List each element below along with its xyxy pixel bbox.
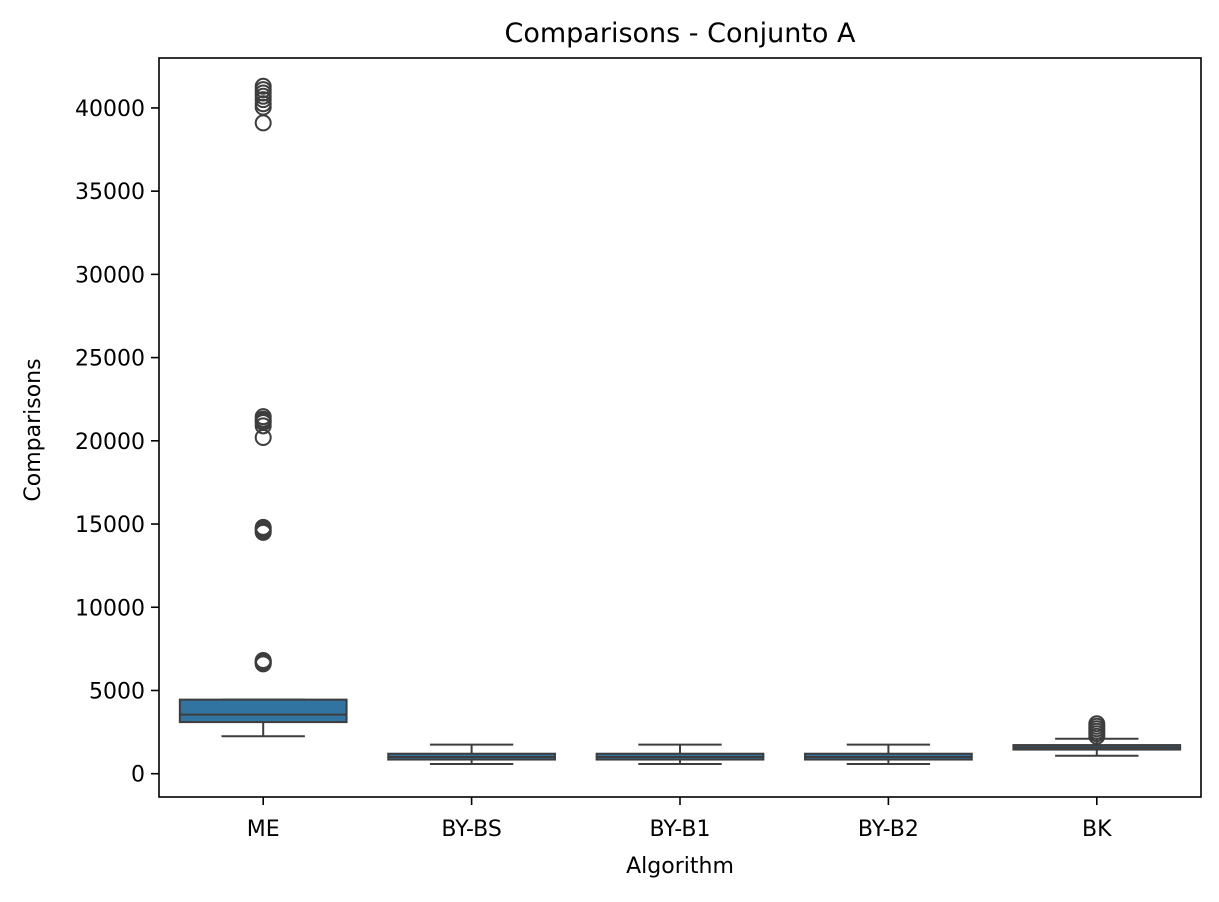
y-axis: 0 5000 10000 15000 20000 25000 30000 35000 40000 bbox=[75, 97, 159, 788]
outlier-point bbox=[254, 652, 272, 670]
box-group-me bbox=[178, 77, 348, 738]
x-tick-label: BY-B1 bbox=[650, 817, 711, 842]
outlier-point bbox=[254, 518, 272, 536]
y-tick-label: 30000 bbox=[75, 263, 145, 288]
y-axis-label: Comparisons bbox=[21, 358, 46, 501]
box bbox=[178, 698, 348, 724]
x-tick-label: BK bbox=[1082, 817, 1112, 842]
outlier-point bbox=[1088, 715, 1106, 733]
box-group-bk bbox=[1012, 715, 1182, 757]
y-tick-label: 5000 bbox=[89, 679, 145, 704]
y-tick-label: 20000 bbox=[75, 430, 145, 455]
y-tick-label: 10000 bbox=[75, 596, 145, 621]
x-axis: ME BY-BS BY-B1 BY-B2 BK bbox=[247, 797, 1112, 842]
x-tick-label: ME bbox=[247, 817, 280, 842]
x-tick-label: BY-BS bbox=[441, 817, 502, 842]
box-group-by-b1 bbox=[595, 743, 765, 766]
box-group-by-b2 bbox=[804, 743, 973, 766]
box-group-by-bs bbox=[387, 743, 556, 766]
outlier-point bbox=[254, 408, 272, 426]
y-tick-label: 25000 bbox=[75, 347, 145, 372]
x-axis-label: Algorithm bbox=[626, 854, 734, 879]
y-tick-label: 35000 bbox=[75, 180, 145, 205]
plot-frame bbox=[158, 57, 1202, 798]
x-tick-label: BY-B2 bbox=[858, 817, 919, 842]
chart-title: Comparisons - Conjunto A bbox=[505, 18, 857, 49]
y-tick-label: 40000 bbox=[75, 97, 145, 122]
plot-area bbox=[178, 77, 1182, 766]
outlier-point bbox=[254, 77, 272, 95]
y-tick-label: 0 bbox=[131, 763, 145, 788]
outlier-point bbox=[254, 114, 272, 132]
y-tick-label: 15000 bbox=[75, 513, 145, 538]
